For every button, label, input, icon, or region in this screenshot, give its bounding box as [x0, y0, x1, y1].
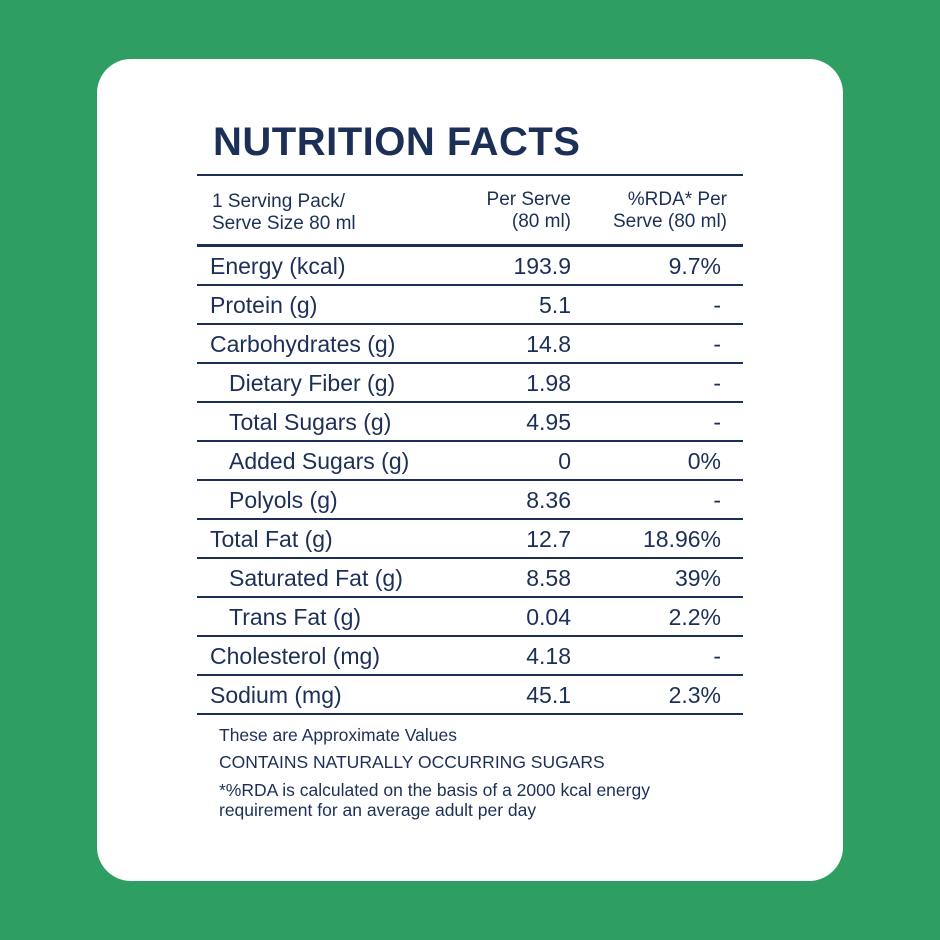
rda-value: 0%	[687, 448, 721, 474]
per-serve-value: 193.9	[513, 253, 571, 279]
table-header: 1 Serving Pack/ Serve Size 80 ml Per Ser…	[197, 176, 743, 246]
natural-sugars-note: CONTAINS NATURALLY OCCURRING SUGARS	[219, 752, 605, 772]
header-serving-size: 1 Serving Pack/ Serve Size 80 ml	[212, 191, 356, 234]
table-row: Trans Fat (g) 0.04 2.2%	[197, 598, 743, 637]
table-top-rule	[197, 174, 743, 176]
per-serve-value: 5.1	[539, 292, 571, 318]
table-row: Total Sugars (g) 4.95 -	[197, 403, 743, 442]
page-title: NUTRITION FACTS	[213, 120, 581, 164]
table-row: Saturated Fat (g) 8.58 39%	[197, 559, 743, 598]
rda-value: 2.2%	[668, 604, 721, 630]
table-row: Added Sugars (g) 0 0%	[197, 442, 743, 481]
nutrient-name: Polyols (g)	[229, 487, 338, 513]
rda-value: 2.3%	[668, 682, 721, 708]
nutrient-name: Energy (kcal)	[210, 253, 346, 279]
per-serve-value: 0	[558, 448, 571, 474]
table-body: Energy (kcal) 193.9 9.7% Protein (g) 5.1…	[197, 247, 743, 715]
table-row: Polyols (g) 8.36 -	[197, 481, 743, 520]
rda-value: -	[713, 370, 721, 396]
table-row: Energy (kcal) 193.9 9.7%	[197, 247, 743, 286]
rda-value: 39%	[674, 565, 721, 591]
per-serve-value: 12.7	[526, 526, 571, 552]
rda-value: -	[713, 487, 721, 513]
table-row: Cholesterol (mg) 4.18 -	[197, 637, 743, 676]
per-serve-value: 0.04	[526, 604, 571, 630]
per-serve-value: 8.36	[526, 487, 571, 513]
table-row: Carbohydrates (g) 14.8 -	[197, 325, 743, 364]
table-row: Dietary Fiber (g) 1.98 -	[197, 364, 743, 403]
header-rda: %RDA* Per Serve (80 ml)	[612, 189, 727, 232]
table-row: Protein (g) 5.1 -	[197, 286, 743, 325]
rda-value: -	[713, 409, 721, 435]
rda-value: -	[713, 331, 721, 357]
nutrient-name: Dietary Fiber (g)	[229, 370, 396, 396]
nutrient-name: Saturated Fat (g)	[229, 565, 403, 591]
approximate-values-note: These are Approximate Values	[219, 725, 458, 745]
per-serve-value: 45.1	[526, 682, 571, 708]
header-per-serve: Per Serve (80 ml)	[486, 189, 571, 232]
nutrition-card	[97, 59, 843, 881]
rda-value: 18.96%	[642, 526, 721, 552]
nutrient-name: Carbohydrates (g)	[210, 331, 396, 357]
nutrient-name: Total Sugars (g)	[229, 409, 392, 435]
per-serve-value: 8.58	[526, 565, 571, 591]
per-serve-value: 14.8	[526, 331, 571, 357]
header-rule	[197, 244, 743, 247]
table-row: Total Fat (g) 12.7 18.96%	[197, 520, 743, 559]
per-serve-value: 1.98	[526, 370, 571, 396]
nutrient-name: Protein (g)	[210, 292, 318, 318]
per-serve-value: 4.95	[526, 409, 571, 435]
nutrient-name: Total Fat (g)	[210, 526, 333, 552]
rda-value: 9.7%	[668, 253, 721, 279]
table-row: Sodium (mg) 45.1 2.3%	[197, 676, 743, 715]
nutrient-name: Cholesterol (mg)	[210, 643, 380, 669]
nutrient-name: Sodium (mg)	[210, 682, 342, 708]
per-serve-value: 4.18	[526, 643, 571, 669]
rda-value: -	[713, 292, 721, 318]
nutrient-name: Trans Fat (g)	[229, 604, 362, 630]
rda-footnote: *%RDA is calculated on the basis of a 20…	[219, 780, 650, 820]
rda-value: -	[713, 643, 721, 669]
nutrient-name: Added Sugars (g)	[229, 448, 410, 474]
